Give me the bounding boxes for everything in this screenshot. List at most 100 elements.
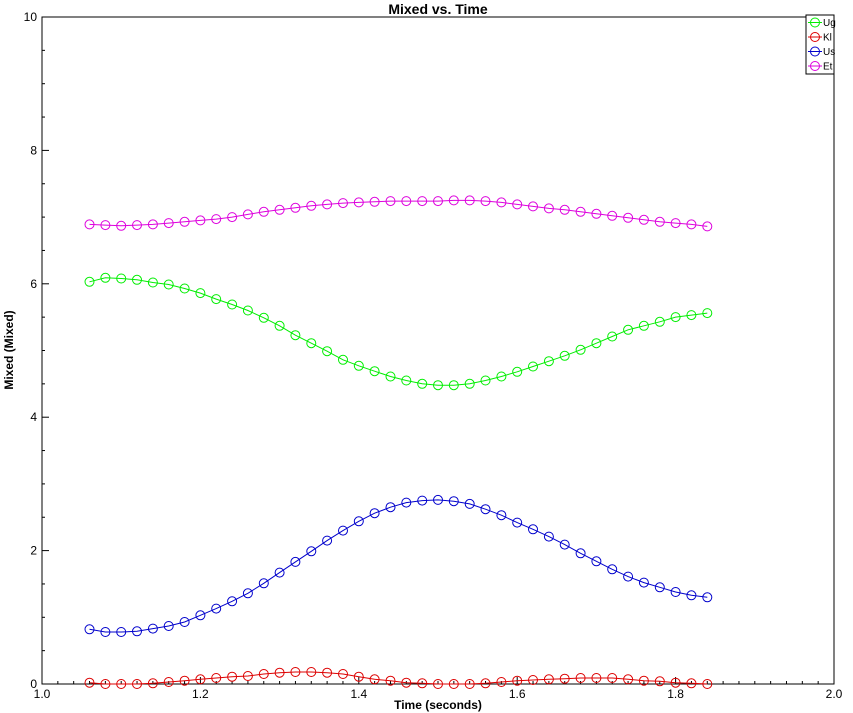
data-point xyxy=(385,196,396,207)
data-point xyxy=(353,516,364,527)
data-point xyxy=(623,674,634,685)
data-point xyxy=(242,305,253,316)
data-point xyxy=(670,312,681,323)
data-point xyxy=(480,375,491,386)
data-point xyxy=(591,673,602,683)
data-point xyxy=(84,219,95,230)
data-point xyxy=(179,283,190,294)
data-point xyxy=(401,375,412,386)
data-point xyxy=(591,208,602,219)
data-point xyxy=(496,510,507,521)
data-point xyxy=(591,556,602,567)
legend-item: Kl xyxy=(808,32,832,44)
data-point xyxy=(543,356,554,367)
data-point xyxy=(84,624,95,635)
data-point xyxy=(274,667,285,678)
data-point xyxy=(258,206,269,217)
data-point xyxy=(702,221,713,232)
y-tick-label: 0 xyxy=(30,677,37,691)
data-point xyxy=(464,195,475,206)
legend-item: Us xyxy=(808,46,835,58)
data-point xyxy=(211,673,222,683)
data-point xyxy=(385,675,396,686)
data-point xyxy=(433,196,443,207)
data-point xyxy=(195,674,206,685)
data-point xyxy=(100,220,111,231)
data-point xyxy=(353,360,364,371)
data-point xyxy=(496,677,507,687)
data-point xyxy=(147,219,158,230)
legend-marker xyxy=(810,32,820,42)
data-point xyxy=(686,590,697,601)
data-point xyxy=(385,502,396,513)
data-point xyxy=(306,667,317,677)
data-point xyxy=(559,673,570,684)
data-point xyxy=(638,320,649,331)
data-point xyxy=(417,378,428,389)
data-point xyxy=(322,199,333,210)
data-point xyxy=(116,220,127,231)
data-point xyxy=(654,582,665,593)
data-point xyxy=(322,346,333,357)
data-point xyxy=(401,677,412,688)
data-point xyxy=(290,202,301,213)
y-axis-label: Mixed (Mixed) xyxy=(2,310,16,389)
plot-area xyxy=(41,16,835,685)
legend-label: Et xyxy=(823,62,833,73)
x-tick-label: 2.0 xyxy=(826,687,843,701)
data-point xyxy=(227,212,238,223)
data-point xyxy=(353,197,364,208)
y-tick-label: 2 xyxy=(30,544,37,558)
data-point xyxy=(654,676,665,687)
data-point xyxy=(84,677,95,688)
x-tick-label: 1.2 xyxy=(192,687,209,701)
data-point xyxy=(686,310,697,321)
data-point xyxy=(464,378,475,389)
x-axis-label: Time (seconds) xyxy=(394,698,482,712)
data-point xyxy=(369,508,380,519)
data-point xyxy=(686,219,697,230)
data-point xyxy=(385,371,396,382)
data-point xyxy=(559,350,570,361)
legend-item: Et xyxy=(808,61,833,73)
data-point xyxy=(338,354,348,365)
data-point xyxy=(100,679,111,689)
data-point xyxy=(306,338,317,349)
data-point xyxy=(448,679,459,689)
chart-title: Mixed vs. Time xyxy=(388,1,488,17)
legend-label: Kl xyxy=(823,33,832,44)
series-line-et xyxy=(89,199,708,227)
data-point xyxy=(448,195,459,206)
data-point xyxy=(163,279,174,290)
data-point xyxy=(543,531,554,542)
data-point xyxy=(417,678,428,689)
data-point xyxy=(623,212,634,223)
data-point xyxy=(654,316,665,327)
legend-marker xyxy=(810,61,820,71)
series-line-kl xyxy=(89,671,708,685)
data-point xyxy=(464,679,475,689)
data-point xyxy=(512,517,523,528)
data-point xyxy=(686,678,697,689)
series-line-us xyxy=(89,499,708,633)
data-point xyxy=(306,200,317,211)
data-point xyxy=(353,671,364,682)
data-point xyxy=(147,277,158,288)
y-tick-label: 4 xyxy=(30,410,37,424)
data-point xyxy=(480,504,491,515)
data-point xyxy=(638,675,649,686)
data-point xyxy=(559,204,570,215)
legend-marker xyxy=(810,17,820,28)
data-point xyxy=(369,196,380,207)
series-layer xyxy=(84,195,713,689)
data-point xyxy=(702,679,713,689)
y-tick-label: 8 xyxy=(30,143,37,157)
data-point xyxy=(290,667,301,677)
data-point xyxy=(322,535,333,546)
series-line-ug xyxy=(89,277,708,386)
data-point xyxy=(670,218,681,229)
legend-label: Us xyxy=(823,47,835,58)
data-point xyxy=(132,274,142,285)
data-point xyxy=(464,498,475,509)
data-point xyxy=(290,556,301,567)
